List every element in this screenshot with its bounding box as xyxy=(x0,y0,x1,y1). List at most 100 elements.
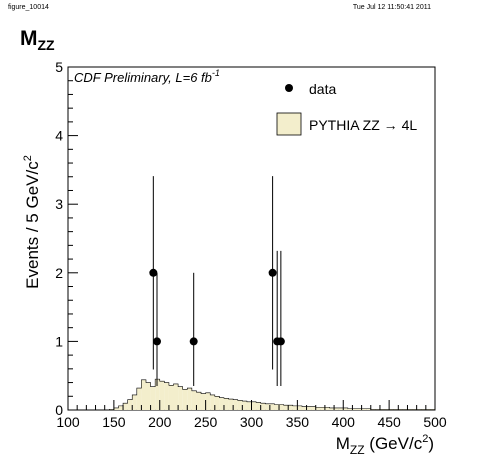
histogram-bin xyxy=(155,379,160,410)
histogram-bin xyxy=(315,407,321,410)
legend-pythia-label: PYTHIA ZZ → 4L xyxy=(309,117,417,133)
histogram-bin xyxy=(187,388,192,410)
histogram-bin xyxy=(145,382,151,410)
y-tick-label: 4 xyxy=(55,128,63,144)
y-axis-label: Events / 5 GeV/c2 xyxy=(22,155,42,289)
data-point xyxy=(189,337,198,346)
histogram-bin xyxy=(301,406,307,410)
y-tick-label: 2 xyxy=(55,265,63,281)
histogram-bin xyxy=(306,406,312,410)
histogram-bin xyxy=(178,386,183,410)
histogram-bin xyxy=(343,407,348,410)
histogram-bin xyxy=(393,409,399,410)
histogram-bin xyxy=(297,405,302,410)
histogram-bin xyxy=(347,408,353,410)
histogram-bin xyxy=(191,390,197,410)
legend-pythia-swatch xyxy=(276,112,302,136)
histogram-bin xyxy=(357,408,362,410)
histogram-bin xyxy=(219,397,224,410)
cdf-annotation: CDF Preliminary, L=6 fb-1 xyxy=(74,68,220,85)
histogram-bin xyxy=(196,392,202,410)
data-point xyxy=(149,268,158,277)
data-point xyxy=(268,268,277,277)
histogram-bin xyxy=(118,405,124,410)
histogram-bin xyxy=(361,408,367,410)
histogram-bin xyxy=(182,389,188,410)
histogram-bin xyxy=(292,405,298,410)
histogram-bin xyxy=(384,409,390,410)
histogram-bin xyxy=(370,409,376,410)
x-tick-label: 500 xyxy=(423,414,447,430)
histogram-bin xyxy=(123,403,128,410)
histogram-bin xyxy=(430,409,435,410)
histogram-bin xyxy=(320,407,325,410)
histogram-bin xyxy=(279,404,284,410)
histogram-bin xyxy=(283,405,289,410)
histogram-bin xyxy=(168,385,174,410)
histogram-bin xyxy=(132,394,137,410)
y-tick-label: 0 xyxy=(55,402,63,418)
histogram-bin xyxy=(329,407,335,410)
legend-data-label: data xyxy=(309,81,336,97)
axis-ticks: 100 150 200 250 300 350 400 450 500 0 1 2 3 4 5 xyxy=(55,59,447,430)
chart-title: MZZ xyxy=(20,27,55,54)
histogram-bin xyxy=(205,392,211,410)
histogram-bin xyxy=(274,404,280,410)
histogram-bin xyxy=(412,409,417,410)
histogram-bin xyxy=(242,401,247,410)
x-tick-label: 250 xyxy=(194,414,218,430)
histogram-bin xyxy=(136,388,142,410)
histogram-bin xyxy=(288,405,293,410)
histogram-bin xyxy=(425,409,431,410)
histogram-bin xyxy=(389,409,394,410)
x-tick-label: 400 xyxy=(332,414,356,430)
histogram-bin xyxy=(407,409,413,410)
histogram-bin xyxy=(416,409,422,410)
histogram-bin xyxy=(150,386,156,410)
histogram-bin xyxy=(233,399,238,410)
histogram-bin xyxy=(269,403,275,410)
mc-histogram xyxy=(108,378,436,410)
histogram-bin xyxy=(201,393,206,410)
data-point xyxy=(152,337,161,346)
histogram-bin xyxy=(223,398,229,410)
histogram-bin xyxy=(164,382,169,410)
histogram-bin xyxy=(402,409,408,410)
figure-id-label: figure_10014 xyxy=(8,4,49,11)
data-point xyxy=(276,337,285,346)
histogram-bin xyxy=(260,403,266,410)
histogram-bin xyxy=(311,406,316,410)
histogram-bin xyxy=(379,409,385,410)
histogram-bin xyxy=(127,399,133,410)
histogram-bin xyxy=(352,408,358,410)
histogram-bin xyxy=(228,399,234,410)
y-tick-label: 1 xyxy=(55,333,63,349)
histogram-bin xyxy=(251,401,257,410)
histogram-bin xyxy=(265,403,270,410)
histogram-bin xyxy=(256,402,261,410)
x-tick-label: 100 xyxy=(56,414,80,430)
x-tick-label: 450 xyxy=(377,414,401,430)
data-points xyxy=(149,176,285,386)
y-tick-label: 5 xyxy=(55,59,63,75)
x-tick-label: 200 xyxy=(148,414,172,430)
histogram-bin xyxy=(109,409,114,410)
histogram-bin xyxy=(338,407,344,410)
histogram-bin xyxy=(421,409,426,410)
histogram-outline xyxy=(108,378,436,410)
histogram-bin xyxy=(159,381,165,410)
x-tick-label: 300 xyxy=(240,414,264,430)
histogram-bin xyxy=(173,383,179,410)
histogram-bin xyxy=(246,401,252,410)
histogram-bin xyxy=(398,409,403,410)
legend-data-marker xyxy=(285,84,293,92)
y-tick-label: 3 xyxy=(55,196,63,212)
histogram-bin xyxy=(113,407,119,410)
x-tick-label: 150 xyxy=(102,414,126,430)
histogram-bin xyxy=(141,379,146,410)
histogram-bin xyxy=(334,407,339,410)
histogram-bin xyxy=(237,400,243,410)
histogram-bin xyxy=(366,408,371,410)
x-axis-label: MZZ (GeV/c2) xyxy=(336,433,434,457)
